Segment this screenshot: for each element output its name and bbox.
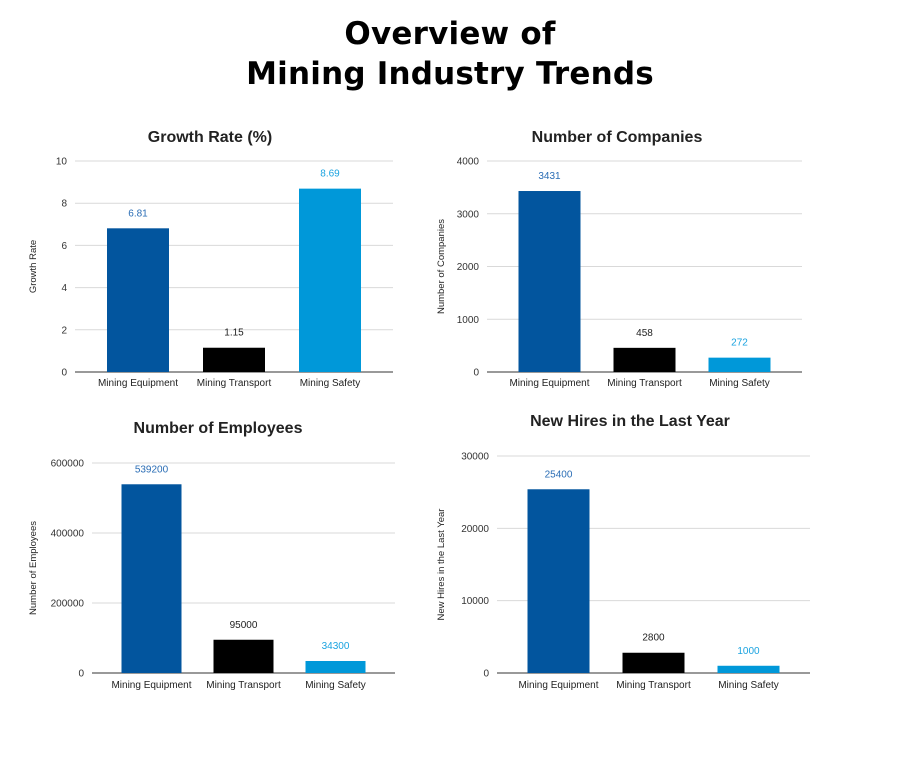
data-label-growth-rate-equipment: 6.81	[128, 208, 148, 219]
bar-companies-transport	[613, 347, 676, 372]
chart-title-new-hires: New Hires in the Last Year	[530, 413, 730, 430]
bar-growth-rate-transport	[203, 347, 265, 372]
data-label-growth-rate-safety: 8.69	[320, 169, 340, 180]
y-axis-label-employees: Number of Employees	[28, 521, 39, 615]
bar-growth-rate-equipment	[107, 228, 169, 372]
data-label-employees-transport: 95000	[230, 620, 258, 631]
y-tick-label-companies: 0	[473, 368, 479, 379]
data-label-companies-equipment: 3431	[538, 171, 561, 182]
y-tick-label-employees: 400000	[51, 529, 85, 540]
page-title: Overview of Mining Industry Trends	[0, 14, 900, 94]
x-tick-label-employees-equipment: Mining Equipment	[111, 680, 191, 691]
x-tick-label-growth-rate-transport: Mining Transport	[197, 378, 272, 389]
page-title-line-2: Mining Industry Trends	[246, 56, 654, 92]
bar-new-hires-transport	[622, 652, 685, 673]
chart-title-companies: Number of Companies	[532, 129, 703, 146]
data-label-companies-transport: 458	[636, 328, 653, 339]
y-tick-label-growth-rate: 2	[61, 325, 67, 336]
y-tick-label-growth-rate: 10	[56, 157, 68, 168]
bar-employees-safety	[305, 660, 366, 673]
x-tick-label-companies-safety: Mining Safety	[709, 378, 770, 389]
x-tick-label-new-hires-safety: Mining Safety	[718, 680, 779, 691]
y-tick-label-growth-rate: 8	[61, 199, 67, 210]
bar-employees-equipment	[121, 484, 182, 673]
y-tick-label-companies: 4000	[457, 157, 480, 168]
y-tick-label-companies: 1000	[457, 315, 480, 326]
x-tick-label-employees-safety: Mining Safety	[305, 680, 366, 691]
bar-companies-equipment	[518, 191, 581, 372]
y-tick-label-new-hires: 30000	[461, 452, 489, 463]
data-label-new-hires-safety: 1000	[737, 646, 760, 657]
x-tick-label-growth-rate-equipment: Mining Equipment	[98, 378, 178, 389]
y-tick-label-companies: 3000	[457, 209, 480, 220]
chart-title-growth-rate: Growth Rate (%)	[148, 129, 272, 146]
bar-new-hires-equipment	[527, 489, 590, 673]
chart-title-employees: Number of Employees	[134, 420, 303, 437]
x-tick-label-companies-transport: Mining Transport	[607, 378, 682, 389]
x-tick-label-employees-transport: Mining Transport	[206, 680, 281, 691]
y-tick-label-new-hires: 10000	[461, 596, 489, 607]
bar-companies-safety	[708, 357, 771, 372]
data-label-new-hires-equipment: 25400	[545, 469, 573, 480]
y-axis-label-growth-rate: Growth Rate	[28, 240, 39, 293]
data-label-companies-safety: 272	[731, 338, 748, 349]
y-axis-label-new-hires: New Hires in the Last Year	[436, 509, 447, 621]
page-title-line-1: Overview of	[344, 16, 556, 52]
bar-growth-rate-safety	[299, 188, 361, 372]
data-label-employees-equipment: 539200	[135, 464, 169, 475]
data-label-new-hires-transport: 2800	[642, 633, 665, 644]
x-tick-label-new-hires-equipment: Mining Equipment	[518, 680, 598, 691]
y-tick-label-growth-rate: 4	[61, 283, 67, 294]
y-tick-label-growth-rate: 0	[61, 368, 67, 379]
bar-employees-transport	[213, 639, 274, 673]
data-label-growth-rate-transport: 1.15	[224, 328, 244, 339]
y-tick-label-employees: 0	[78, 669, 84, 680]
bar-new-hires-safety	[717, 665, 780, 673]
x-tick-label-growth-rate-safety: Mining Safety	[300, 378, 361, 389]
y-tick-label-growth-rate: 6	[61, 241, 67, 252]
data-label-employees-safety: 34300	[322, 641, 350, 652]
y-tick-label-new-hires: 0	[483, 669, 489, 680]
y-tick-label-new-hires: 20000	[461, 524, 489, 535]
x-tick-label-new-hires-transport: Mining Transport	[616, 680, 691, 691]
y-axis-label-companies: Number of Companies	[436, 219, 447, 314]
y-tick-label-companies: 2000	[457, 262, 480, 273]
y-tick-label-employees: 200000	[51, 599, 85, 610]
x-tick-label-companies-equipment: Mining Equipment	[509, 378, 589, 389]
y-tick-label-employees: 600000	[51, 459, 85, 470]
